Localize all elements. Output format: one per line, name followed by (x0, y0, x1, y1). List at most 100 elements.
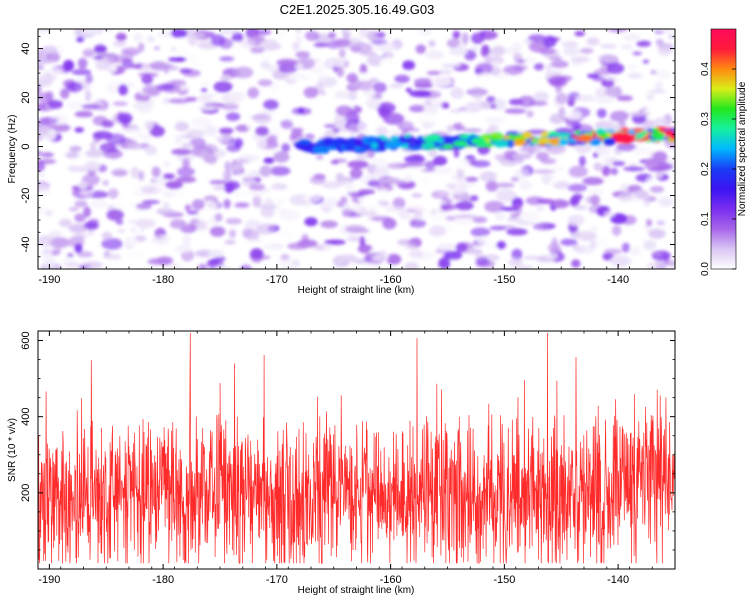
spectrogram-heatmap (38, 29, 675, 269)
heatmap-cell (651, 251, 663, 257)
heatmap-cell (409, 154, 423, 160)
heatmap-cell (558, 138, 569, 146)
heatmap-cell (324, 124, 336, 129)
heatmap-cell (101, 231, 113, 241)
heatmap-cell (643, 194, 650, 207)
y-tick-label: 20 (20, 91, 32, 103)
heatmap-cell (646, 93, 655, 101)
heatmap-cell (184, 204, 191, 212)
heatmap-cell (50, 123, 71, 132)
heatmap-cell (596, 146, 610, 158)
heatmap-cell (41, 45, 58, 54)
heatmap-ridge (294, 126, 675, 155)
heatmap-cell (213, 186, 226, 191)
heatmap-cell (623, 166, 645, 172)
heatmap-cell (366, 136, 377, 144)
heatmap-cell (389, 265, 397, 269)
heatmap-cell (256, 223, 276, 235)
heatmap-cell (232, 164, 242, 172)
heatmap-cell (65, 101, 87, 110)
heatmap-cell (657, 29, 675, 33)
heatmap-cell (224, 239, 236, 245)
heatmap-cell (637, 134, 645, 139)
heatmap-cell (217, 134, 232, 144)
heatmap-cell (281, 143, 291, 153)
heatmap-cell (646, 261, 667, 269)
heatmap-cell (397, 121, 414, 131)
heatmap-cell (126, 143, 143, 150)
x-tick-label: -170 (266, 574, 288, 586)
heatmap-cell (494, 154, 507, 160)
heatmap-cell (197, 105, 218, 111)
heatmap-cell (630, 246, 641, 256)
snr-series-line (38, 332, 675, 564)
heatmap-cell (84, 89, 92, 102)
heatmap-cell (197, 93, 219, 104)
heatmap-cell (67, 164, 80, 173)
heatmap-cell (333, 113, 348, 124)
heatmap-cell (491, 45, 506, 57)
colorbar-ticks: 0.0 0.1 0.2 0.3 0.4 (700, 62, 736, 276)
heatmap-cell (477, 236, 491, 247)
heatmap-cell (78, 181, 88, 190)
heatmap-cell (220, 74, 232, 81)
heatmap-cell (646, 176, 658, 185)
heatmap-cell (371, 142, 378, 149)
heatmap-cell (465, 176, 479, 182)
heatmap-cell (337, 201, 344, 208)
heatmap-cell (176, 167, 195, 177)
heatmap-cell (82, 173, 100, 186)
heatmap-cell (330, 160, 340, 165)
heatmap-cell (253, 113, 272, 124)
heatmap-cell (115, 219, 124, 225)
heatmap-cell (408, 213, 416, 219)
heatmap-cell (366, 30, 379, 41)
heatmap-cell (38, 189, 52, 196)
heatmap-cell (74, 213, 86, 223)
heatmap-cell (654, 70, 671, 80)
heatmap-cell (546, 252, 559, 260)
heatmap-cell (38, 29, 50, 33)
heatmap-cell (214, 213, 223, 222)
heatmap-cell (333, 38, 351, 47)
heatmap-cell (234, 202, 250, 208)
heatmap-cell (290, 127, 304, 133)
heatmap-cell (351, 42, 373, 54)
heatmap-cell (368, 173, 376, 182)
heatmap-cell (106, 209, 124, 221)
heatmap-cell (533, 62, 545, 71)
heatmap-cell (359, 29, 369, 39)
heatmap-cell (590, 226, 598, 231)
heatmap-cell (593, 68, 612, 76)
heatmap-cell (95, 58, 109, 71)
heatmap-cell (535, 205, 546, 212)
heatmap-cell (150, 61, 168, 71)
heatmap-cell (151, 166, 161, 178)
heatmap-cell (598, 133, 609, 138)
heatmap-cell (170, 46, 177, 52)
heatmap-cell (452, 30, 461, 39)
heatmap-cell (102, 53, 118, 58)
heatmap-cell (445, 223, 454, 231)
heatmap-cell (642, 59, 650, 64)
heatmap-cell (349, 228, 370, 233)
heatmap-cell (357, 196, 377, 204)
heatmap-cell (312, 145, 329, 154)
heatmap-cell (102, 180, 110, 186)
heatmap-cell (444, 204, 457, 211)
heatmap-cell (479, 171, 497, 182)
heatmap-cell (107, 188, 119, 199)
heatmap-cell (115, 32, 127, 42)
heatmap-cell (582, 177, 604, 186)
heatmap-cell (650, 70, 657, 75)
heatmap-cell (220, 103, 239, 111)
heatmap-cell (665, 97, 675, 104)
heatmap-cell (315, 154, 324, 160)
heatmap-cell (587, 73, 600, 79)
heatmap-cell (655, 38, 664, 46)
heatmap-cell (347, 192, 370, 197)
heatmap-cell (347, 122, 359, 135)
heatmap-cell (210, 34, 226, 46)
heatmap-cell (657, 46, 673, 56)
